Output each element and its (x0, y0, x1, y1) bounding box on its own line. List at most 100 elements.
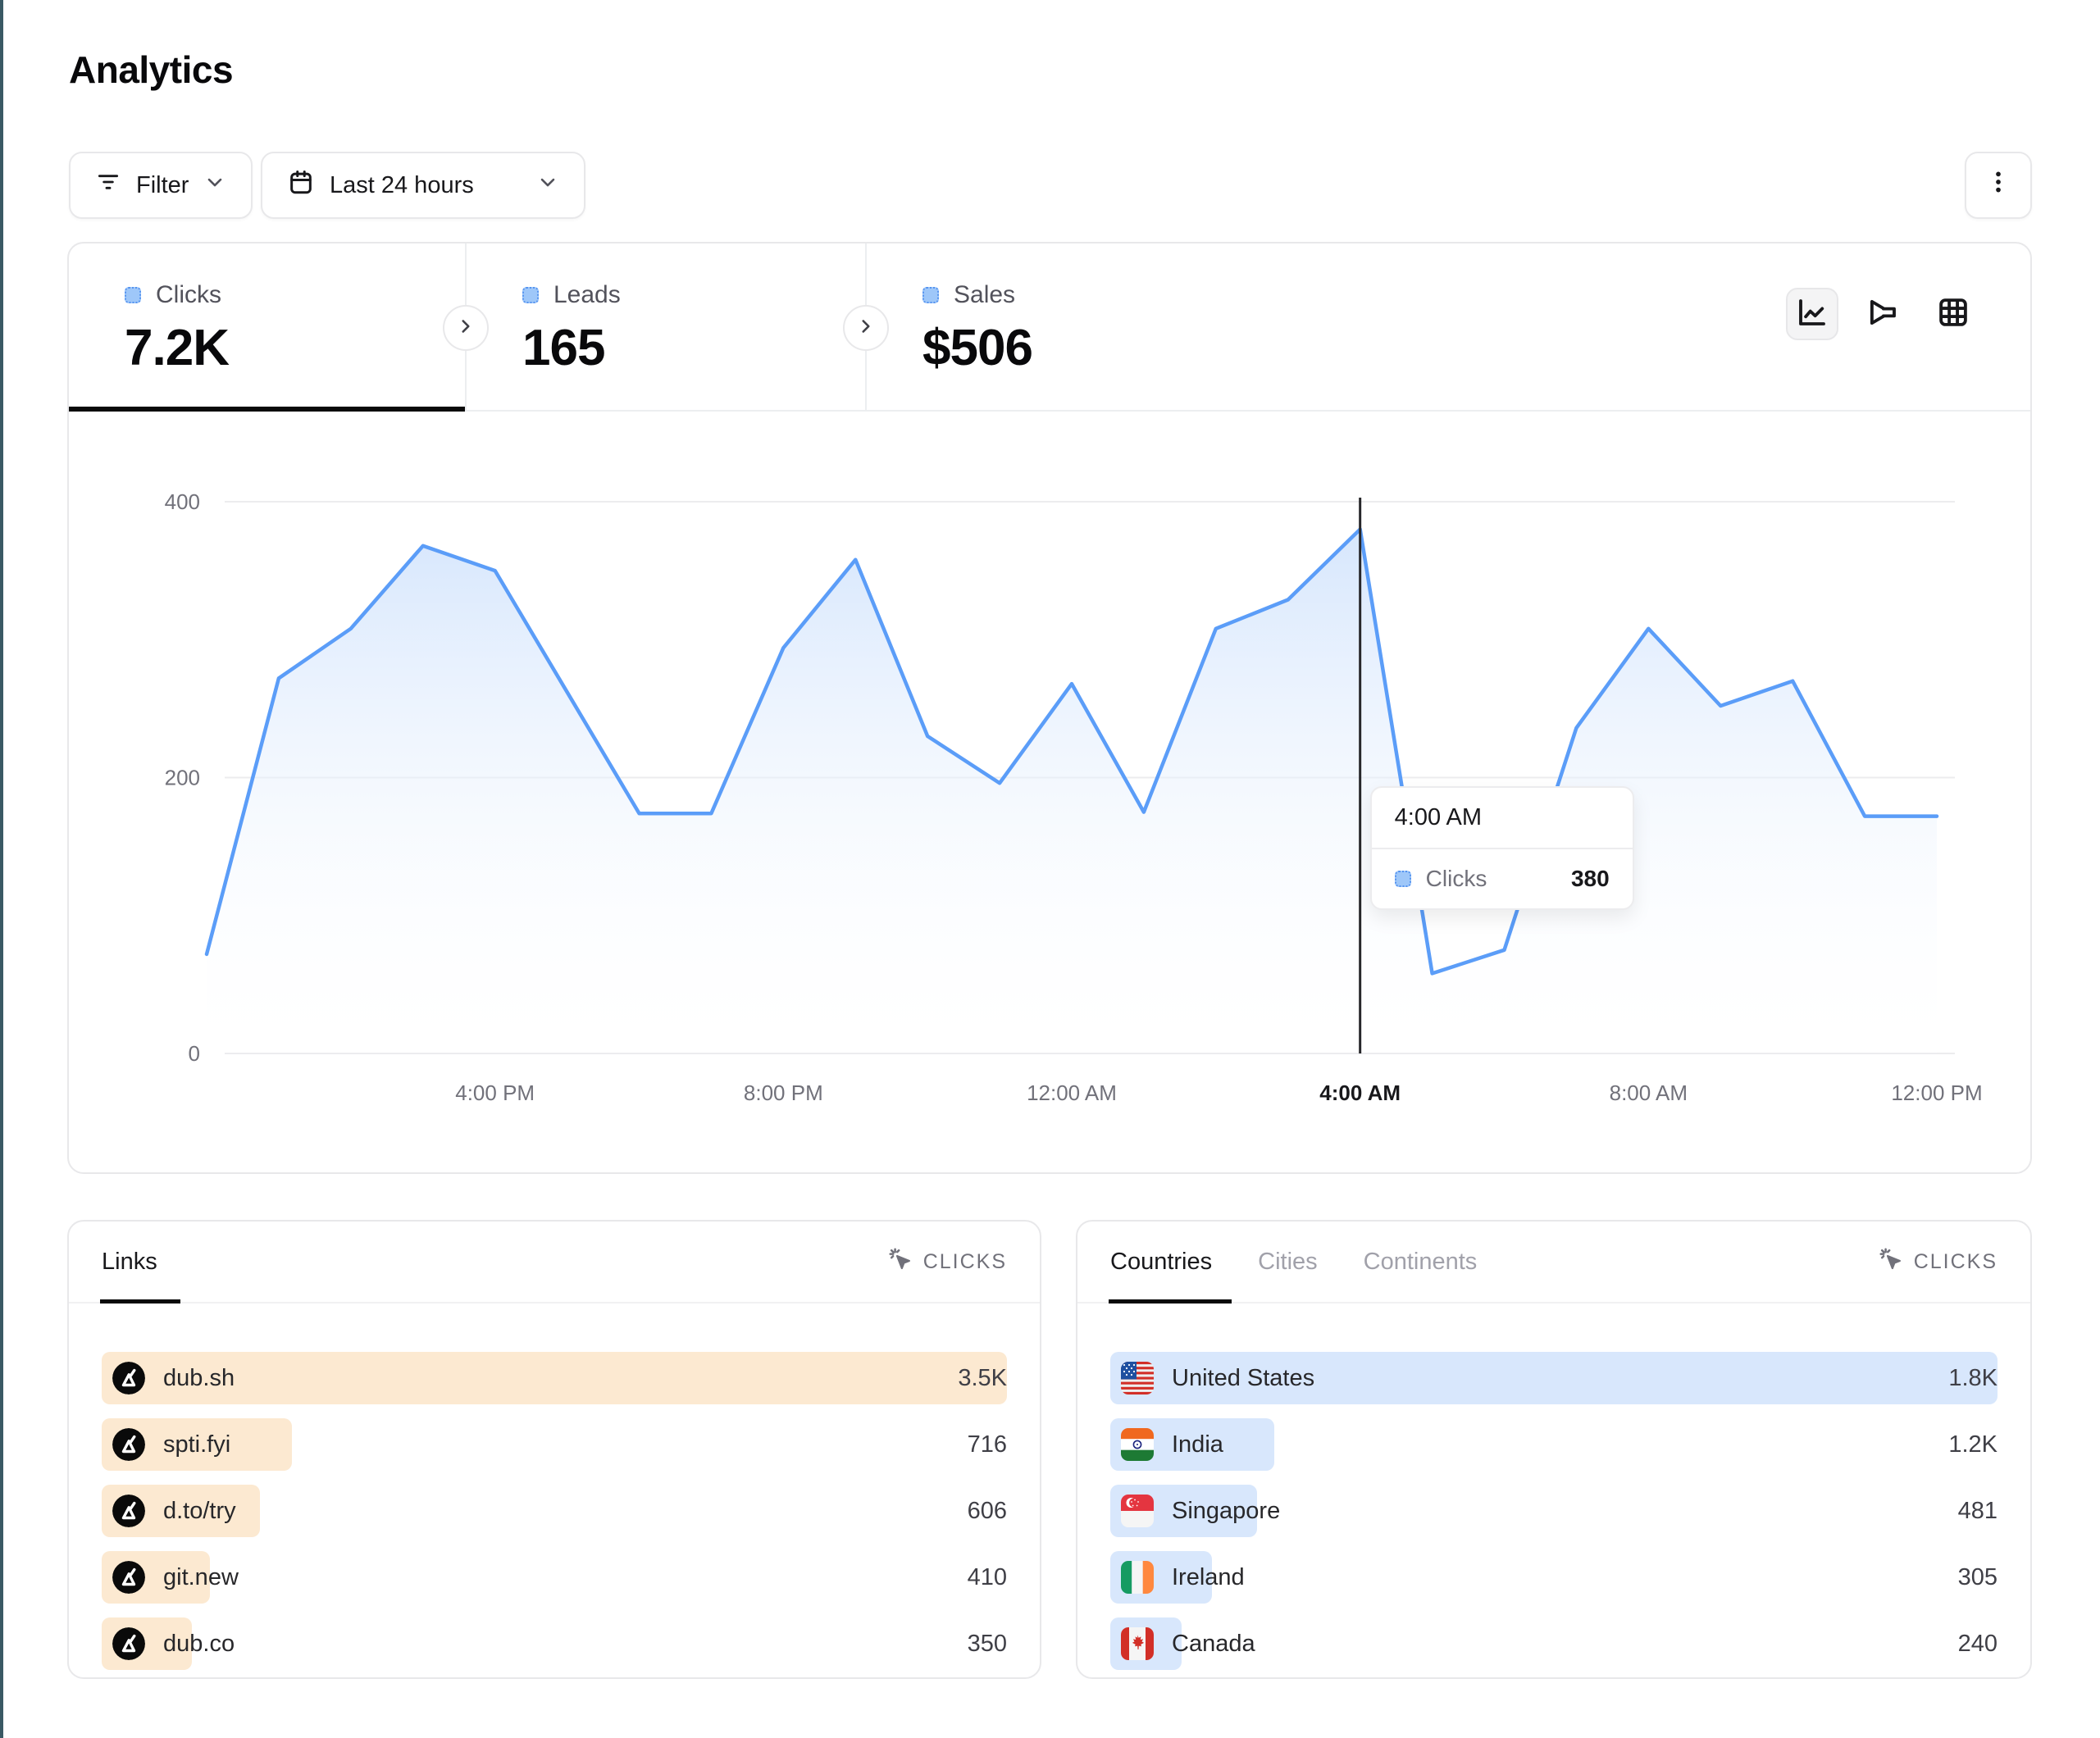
link-row[interactable]: spti.fyi 716 (102, 1418, 1007, 1471)
links-metric-header: CLICKS (887, 1246, 1007, 1278)
chevron-down-icon (203, 171, 226, 200)
country-row-label: India (1172, 1431, 1223, 1458)
date-range-button[interactable]: Last 24 hours (261, 152, 585, 219)
countries-metric-header: CLICKS (1878, 1246, 1998, 1278)
tab-cities[interactable]: Cities (1258, 1248, 1318, 1275)
x-axis-tick-label: 4:00 PM (455, 1081, 535, 1105)
countries-active-tab-underline (1109, 1299, 1232, 1304)
tab-links[interactable]: Links (102, 1248, 157, 1275)
table-view-button[interactable] (1927, 288, 1979, 340)
country-row[interactable]: Canada 240 (1110, 1617, 1998, 1670)
dub-logo-icon (112, 1362, 145, 1394)
funnel-view-button[interactable] (1856, 288, 1909, 340)
link-row-label: git.new (163, 1563, 239, 1590)
active-tab-underline (69, 407, 465, 412)
link-row-bar (102, 1352, 1007, 1404)
funnel-icon (1865, 295, 1900, 334)
link-row-value: 350 (967, 1630, 1007, 1657)
country-row[interactable]: India 1.2K (1110, 1418, 1998, 1471)
line-chart-view-button[interactable] (1786, 288, 1838, 340)
clicks-tab-value: 7.2K (125, 320, 230, 376)
link-row[interactable]: git.new 410 (102, 1551, 1007, 1604)
sales-tab-label: Sales (954, 281, 1016, 308)
x-axis-tick-label: 4:00 AM (1319, 1081, 1401, 1105)
tooltip-series-label: Clicks (1425, 866, 1487, 891)
filter-button-label: Filter (136, 171, 189, 198)
filter-button[interactable]: Filter (69, 152, 253, 219)
kebab-menu-icon (1984, 168, 2012, 202)
link-row-label: spti.fyi (163, 1431, 231, 1458)
y-axis-tick-label: 0 (189, 1041, 200, 1066)
countries-panel: Countries Cities Continents CLICKS Unite… (1076, 1220, 2032, 1679)
tab-leads[interactable]: Leads 165 (467, 243, 865, 412)
more-menu-button[interactable] (1965, 152, 2032, 219)
metric-expand-chevron-button[interactable] (443, 305, 489, 351)
cursor-click-icon (887, 1246, 913, 1278)
link-row-value: 410 (967, 1563, 1007, 1590)
filter-icon (95, 169, 121, 202)
country-row-bar (1110, 1352, 1998, 1404)
clicks-line-series (204, 527, 1939, 976)
link-row[interactable]: dub.co 350 (102, 1617, 1007, 1670)
link-row-value: 606 (967, 1497, 1007, 1524)
link-row[interactable]: d.to/try 606 (102, 1485, 1007, 1537)
x-axis-tick-label: 12:00 PM (1891, 1081, 1982, 1105)
clicks-marker-swatch (125, 287, 141, 303)
leads-marker-swatch (522, 287, 539, 303)
country-row[interactable]: United States 1.8K (1110, 1352, 1998, 1404)
clicks-tab-label: Clicks (156, 281, 221, 308)
page-title: Analytics (69, 48, 234, 91)
chart-tooltip: 4:00 AM Clicks 380 (1369, 786, 1634, 910)
country-row-label: Ireland (1172, 1563, 1245, 1590)
tab-sales[interactable]: Sales $506 (867, 243, 1441, 412)
leads-tab-label: Leads (553, 281, 621, 308)
chevron-right-icon (455, 316, 476, 341)
tooltip-time-label: 4:00 AM (1371, 788, 1633, 849)
countries-metric-header-label: CLICKS (1913, 1249, 1998, 1273)
link-row-label: dub.co (163, 1630, 235, 1657)
date-range-label: Last 24 hours (330, 171, 474, 198)
dub-logo-icon (112, 1428, 145, 1461)
links-active-tab-underline (100, 1299, 180, 1304)
left-edge-strip (0, 0, 3, 1738)
country-row-value: 1.2K (1948, 1431, 1998, 1458)
country-row-value: 1.8K (1948, 1364, 1998, 1391)
area-fill (207, 529, 1937, 1053)
grid-table-icon (1936, 295, 1970, 334)
tab-clicks[interactable]: Clicks 7.2K (69, 243, 465, 412)
dub-logo-icon (112, 1561, 145, 1594)
metric-expand-chevron-button[interactable] (843, 305, 889, 351)
link-row-label: d.to/try (163, 1497, 236, 1524)
tab-countries[interactable]: Countries (1110, 1248, 1213, 1275)
leads-tab-value: 165 (522, 320, 605, 376)
y-axis-tick-label: 400 (165, 489, 200, 514)
sales-tab-value: $506 (922, 320, 1033, 376)
area-chart-canvas: 4:00 PM 8:00 PM 12:00 AM 4:00 AM 8:00 AM 12:0… (165, 489, 1983, 1105)
dub-logo-icon (112, 1495, 145, 1527)
tooltip-series-value: 380 (1570, 866, 1610, 891)
link-row-value: 3.5K (958, 1364, 1007, 1391)
line-chart-icon (1795, 295, 1829, 334)
sales-marker-swatch (922, 287, 939, 303)
cursor-click-icon (1878, 1246, 1904, 1278)
y-axis-tick-label: 200 (165, 766, 200, 790)
tab-continents[interactable]: Continents (1363, 1248, 1478, 1275)
chevron-right-icon (855, 316, 877, 341)
link-row[interactable]: dub.sh 3.5K (102, 1352, 1007, 1404)
chart-view-switcher (1786, 288, 1979, 340)
clicks-timeseries-chart[interactable]: 4:00 PM 8:00 PM 12:00 AM 4:00 AM 8:00 AM 12:0… (69, 412, 2034, 1174)
country-row[interactable]: Singapore 481 (1110, 1485, 1998, 1537)
x-axis-tick-label: 8:00 PM (744, 1081, 823, 1105)
country-row-label: Canada (1172, 1630, 1255, 1657)
ca-flag-icon (1121, 1627, 1154, 1660)
chevron-down-icon (536, 171, 559, 200)
links-panel: Links CLICKS dub.sh 3.5K spti.fyi 716 d.to/t… (67, 1220, 1041, 1679)
link-row-value: 716 (967, 1431, 1007, 1458)
calendar-icon (287, 168, 315, 202)
ie-flag-icon (1121, 1561, 1154, 1594)
country-row[interactable]: Ireland 305 (1110, 1551, 1998, 1604)
metric-tabs: Clicks 7.2K Leads 165 (69, 243, 2030, 412)
country-row-label: United States (1172, 1364, 1315, 1391)
x-axis-tick-label: 8:00 AM (1610, 1081, 1688, 1105)
country-row-value: 305 (1957, 1563, 1998, 1590)
